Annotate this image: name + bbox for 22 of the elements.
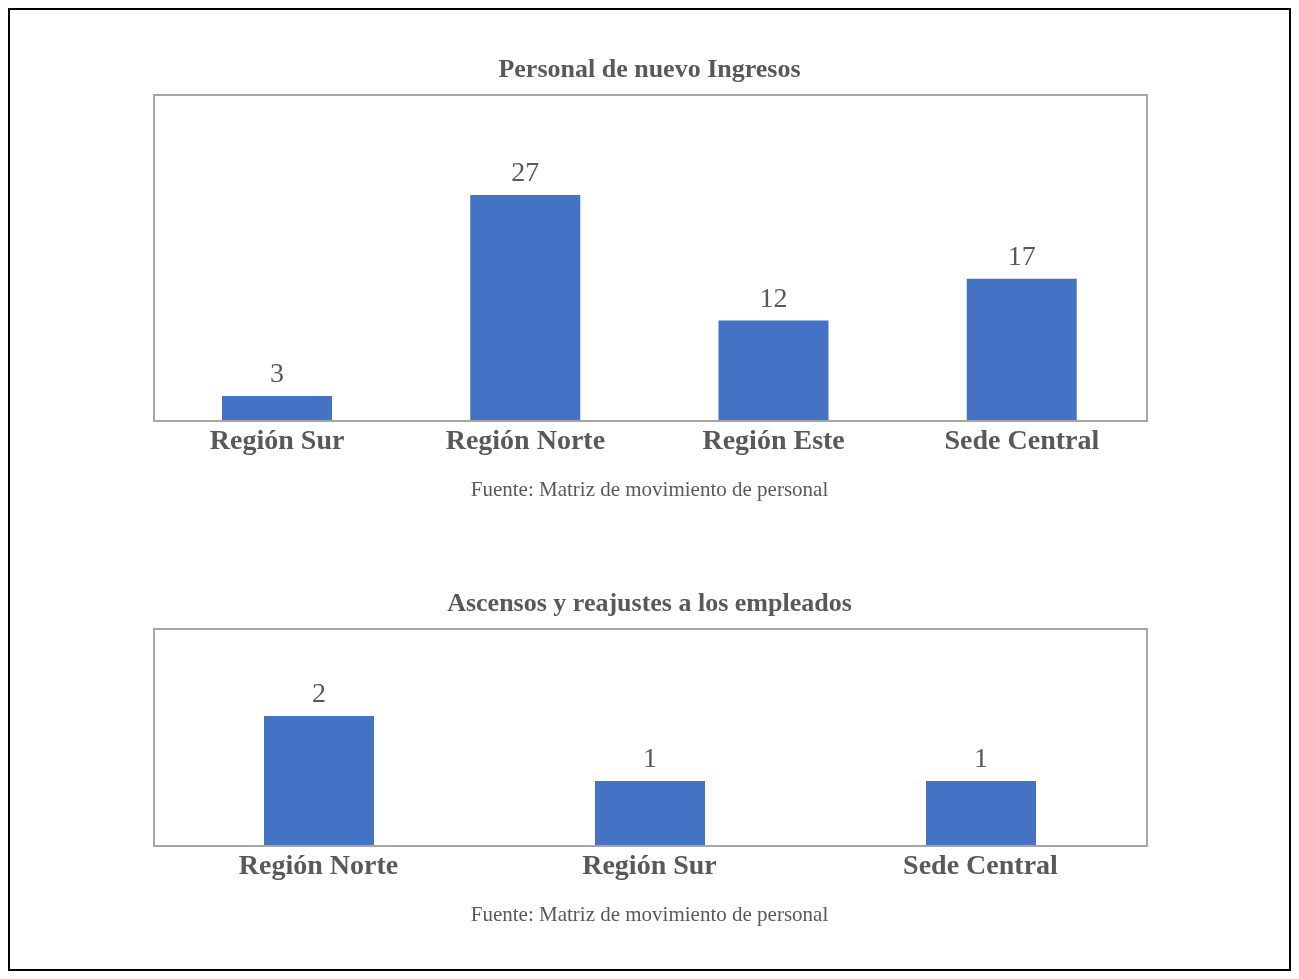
bar: [222, 395, 332, 421]
data-label: 3: [270, 356, 284, 388]
data-label: 12: [759, 281, 788, 313]
x-tick-label: Sede Central: [903, 848, 1059, 880]
bar: [966, 278, 1077, 421]
data-label: 2: [312, 677, 326, 708]
x-tick-label: Región Sur: [582, 848, 717, 880]
x-tick-label: Región Norte: [238, 848, 399, 880]
bar: [470, 195, 581, 421]
data-label: 1: [974, 742, 988, 773]
x-tick-label: Región Sur: [209, 423, 345, 455]
chart-title: Ascensos y reajustes a los empleados: [446, 588, 853, 619]
source-note: Fuente: Matriz de movimiento de personal: [469, 477, 830, 502]
chart-title: Personal de nuevo Ingresos: [497, 54, 802, 85]
data-label: 1: [643, 742, 657, 773]
data-label: 27: [511, 156, 540, 187]
x-tick-label: Región Este: [702, 423, 845, 455]
data-label: 17: [1007, 239, 1036, 271]
x-tick-label: Región Norte: [445, 423, 606, 455]
x-tick-label: Sede Central: [944, 423, 1100, 455]
source-note: Fuente: Matriz de movimiento de personal: [469, 902, 830, 927]
bar: [718, 320, 829, 421]
